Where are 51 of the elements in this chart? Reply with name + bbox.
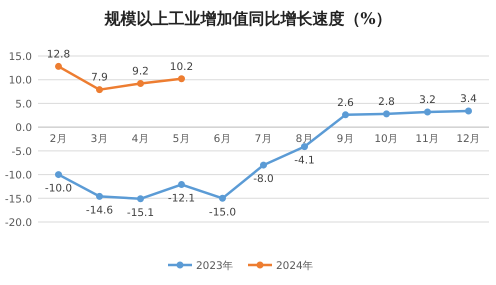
point [178,75,185,82]
legend-label: 2023年 [196,260,234,272]
x-tick-label: 7月 [254,133,272,146]
point [178,181,185,188]
x-tick-label: 6月 [214,133,232,146]
y-tick-label: 5.0 [15,98,32,110]
data-label: 3.4 [460,93,478,106]
point [96,192,103,200]
point [383,110,390,118]
point [219,194,226,202]
point [342,111,349,118]
x-tick-label: 10月 [374,133,399,146]
x-tick-label: 4月 [132,133,150,146]
data-label: 3.2 [419,94,436,106]
x-tick-label: 2月 [50,133,68,146]
point [137,80,144,88]
x-tick-label: 9月 [336,133,354,146]
legend-label: 2024年 [276,260,314,272]
y-tick-label: 15.0 [8,51,32,63]
data-label: 2.8 [378,96,395,108]
data-label: 9.2 [132,66,149,78]
data-label: -4.1 [294,154,315,167]
y-tick-label: 0.0 [15,122,32,134]
y-tick-label: 10.0 [8,74,32,87]
point [55,62,62,70]
point [301,143,308,150]
x-tick-label: 5月 [172,133,190,146]
point [137,195,144,202]
data-label: -12.1 [168,192,196,205]
point [465,108,472,115]
data-label: 10.2 [170,60,194,73]
y-tick-label: -20.0 [4,217,32,229]
data-label: -15.0 [208,206,236,218]
x-tick-label: 12月 [456,133,481,146]
point [55,171,62,178]
data-label: -10.0 [44,182,72,195]
point [260,162,267,169]
y-tick-label: -5.0 [12,146,32,158]
y-tick-label: -10.0 [4,170,32,182]
data-label: 2.6 [337,96,354,109]
data-label: -8.0 [253,173,274,186]
data-label: 12.8 [46,48,70,60]
point [96,86,103,94]
x-tick-label: 3月 [90,133,108,146]
point [424,108,431,116]
data-label: 7.9 [91,72,108,84]
chart-title: 规模以上工业增加值同比增长速度（%） [103,9,392,28]
x-tick-label: 11月 [415,133,440,146]
data-label: -14.6 [86,204,114,216]
data-label: -15.1 [126,206,154,219]
y-tick-label: -15.0 [4,193,32,206]
